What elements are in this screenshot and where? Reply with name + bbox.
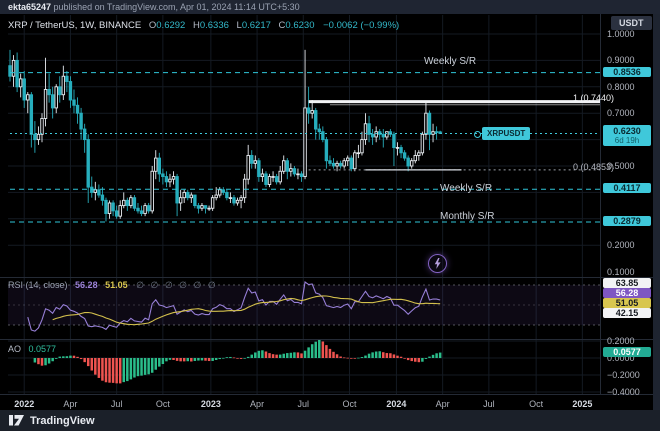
- monthly-sr-label[interactable]: Monthly S/R: [440, 211, 495, 222]
- rsi-legend[interactable]: RSI (14, close) 56.28 51.05 ∅ ∅ ∅ ∅ ∅ ∅: [8, 280, 218, 291]
- rsi-axis-badge: 63.85: [603, 278, 651, 288]
- current-price-badge: 0.6230 6d 19h: [603, 125, 651, 146]
- ao-axis-tick: 0.2000: [607, 336, 635, 346]
- time-axis-label: Jul: [110, 399, 123, 409]
- price-axis-badge: 0.2879: [603, 215, 651, 226]
- pane-separator-ao[interactable]: [0, 339, 653, 340]
- close-value: 0.6230: [285, 20, 315, 31]
- close-label: C: [278, 20, 286, 31]
- low-label: L: [236, 20, 242, 31]
- right-edge-strip: [653, 14, 660, 410]
- ao-axis-badge: 0.0577: [603, 347, 651, 358]
- time-axis-label: Jul: [297, 399, 310, 409]
- time-axis-label: 2024: [386, 399, 407, 409]
- time-axis-label: Oct: [342, 399, 357, 409]
- ao-axis-tick: 0.0000: [607, 353, 635, 363]
- low-value: 0.6217: [241, 20, 271, 31]
- ao-histogram: [33, 340, 442, 384]
- rsi-axis-badge: 42.15: [603, 308, 651, 318]
- lightning-icon: [434, 258, 441, 269]
- weekly-sr-low-label[interactable]: Weekly S/R: [440, 183, 493, 194]
- rsi-plot: [27, 281, 441, 332]
- price-line-marker: [474, 131, 481, 138]
- open-label: O: [148, 20, 157, 31]
- fib-0-label[interactable]: 0 (0.4853): [572, 162, 614, 172]
- fib-1-label[interactable]: 1 (0.7440): [572, 93, 614, 103]
- time-axis-label: Apr: [435, 399, 450, 409]
- bar-countdown: 6d 19h: [614, 136, 640, 145]
- ao-title[interactable]: AO: [8, 344, 22, 354]
- weekly-sr-high-label[interactable]: Weekly S/R: [424, 56, 477, 67]
- high-label: H: [192, 20, 200, 31]
- price-axis-tick: 0.8000: [607, 81, 635, 92]
- ao-axis-tick: −0.2000: [607, 370, 640, 380]
- time-axis-label: Apr: [63, 399, 78, 409]
- time-axis-label: 2023: [200, 399, 221, 409]
- rsi-empty-values: ∅ ∅ ∅ ∅ ∅ ∅: [136, 280, 218, 290]
- currency-badge[interactable]: USDT: [611, 16, 652, 30]
- time-axis-label: 2025: [572, 399, 593, 409]
- time-axis-border: [0, 394, 653, 395]
- symbol-legend[interactable]: XRP / TetherUS, 1W, BINANCE O0.6292 H0.6…: [8, 20, 399, 31]
- time-axis-label: Apr: [250, 399, 265, 409]
- symbol-price-label: XRPUSDT: [482, 127, 531, 140]
- change-value: −0.0062 (−0.99%): [323, 20, 400, 31]
- gridlines: [8, 15, 600, 394]
- author-name: ekta65247: [8, 2, 52, 12]
- candlestick-series: [8, 49, 442, 222]
- price-axis-badge: 0.8536: [603, 66, 651, 77]
- rsi-ma-value: 51.05: [105, 280, 128, 290]
- time-axis-label: Jul: [483, 399, 495, 409]
- tradingview-wordmark: TradingView: [30, 414, 95, 427]
- current-price-value: 0.6230: [613, 126, 641, 136]
- rsi-line: [27, 281, 441, 332]
- brand-bar: TradingView: [0, 410, 660, 431]
- boost-button[interactable]: [428, 254, 447, 273]
- pane-separator-rsi[interactable]: [0, 277, 653, 278]
- time-axis-label: Oct: [155, 399, 170, 409]
- open-value: 0.6292: [156, 20, 186, 31]
- tradingview-logo-icon: [9, 415, 24, 426]
- price-axis-tick: 0.1000: [607, 266, 635, 277]
- price-axis-tick: 0.2000: [607, 240, 635, 251]
- rsi-ma-line: [52, 295, 441, 326]
- ao-value: 0.0577: [28, 344, 57, 354]
- rsi-title[interactable]: RSI (14, close): [8, 280, 68, 290]
- high-value: 0.6336: [199, 20, 229, 31]
- time-axis-label: Oct: [529, 399, 544, 409]
- price-axis-tick: 0.9000: [607, 55, 635, 66]
- symbol-title[interactable]: XRP / TetherUS, 1W, BINANCE: [8, 20, 142, 31]
- price-axis-badge: 0.4117: [603, 183, 651, 194]
- price-axis-tick: 0.7000: [607, 108, 635, 119]
- attribution-text: published on TradingView.com, Apr 01, 20…: [51, 2, 300, 12]
- rsi-axis-badge: 51.05: [603, 298, 651, 308]
- ao-axis-tick: −0.4000: [607, 387, 640, 397]
- price-axis-tick: 1.0000: [607, 29, 635, 39]
- ao-legend[interactable]: AO 0.0577: [8, 344, 56, 354]
- attribution-bar: ekta65247 published on TradingView.com, …: [0, 0, 660, 14]
- price-axis-tick: 0.5000: [607, 161, 635, 171]
- rsi-axis-badge: 56.28: [603, 288, 651, 298]
- time-axis-label: 2022: [14, 399, 35, 409]
- price-axis-border: [600, 14, 601, 395]
- rsi-value: 56.28: [75, 280, 98, 290]
